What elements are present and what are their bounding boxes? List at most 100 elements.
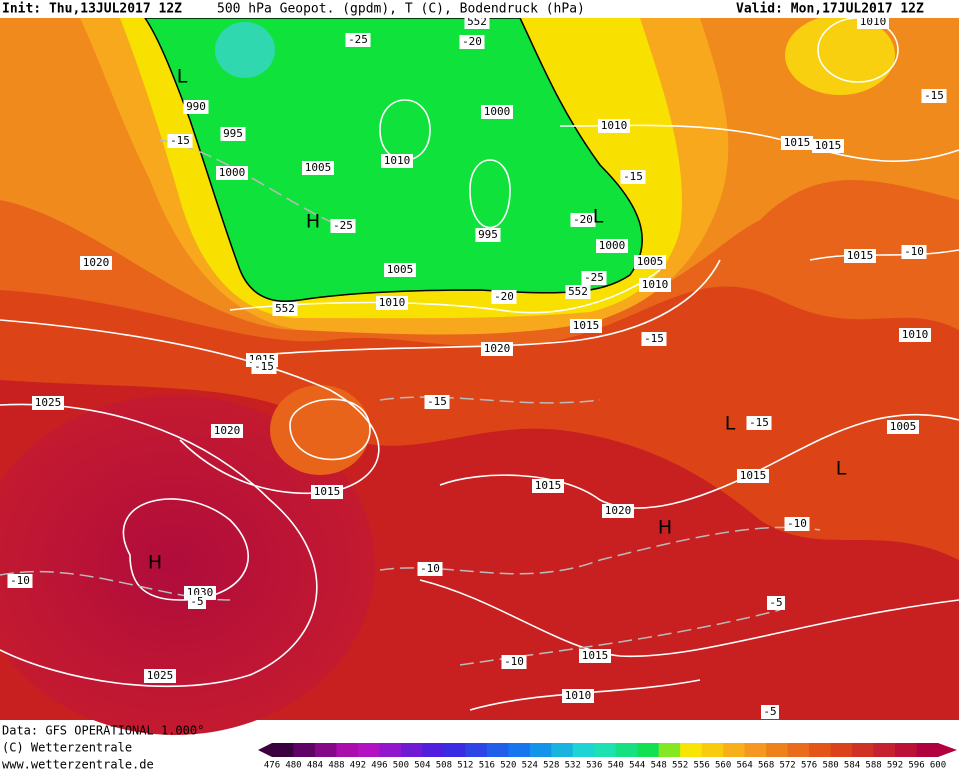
colorbar-label: 504	[414, 761, 430, 770]
label-box	[887, 420, 919, 434]
label-box	[857, 15, 889, 29]
colorbar-label: 496	[371, 761, 387, 770]
label-box	[899, 328, 931, 342]
label-box	[481, 105, 513, 119]
label-box	[746, 416, 772, 430]
map-label: -5	[190, 595, 203, 608]
map-label: 1015	[582, 649, 609, 662]
label-box	[167, 134, 193, 148]
label-box	[272, 302, 298, 316]
map-label: 552	[275, 302, 295, 315]
map-label: 1010	[384, 154, 411, 167]
label-box	[481, 342, 513, 356]
label-box	[330, 219, 356, 233]
label-box	[532, 479, 564, 493]
colorbar-segment	[637, 743, 660, 757]
map-label: 1020	[83, 256, 110, 269]
colorbar-segment	[723, 743, 746, 757]
colorbar-label: 572	[779, 761, 795, 770]
colorbar-segment	[572, 743, 595, 757]
pressure-center: H	[658, 517, 672, 539]
label-box	[211, 424, 243, 438]
map-label: 1020	[214, 424, 241, 437]
colorbar-segment	[486, 743, 509, 757]
colorbar-label: 560	[715, 761, 731, 770]
colorbar-segment	[379, 743, 402, 757]
colorbar-segment	[615, 743, 638, 757]
map-label: 552	[467, 15, 487, 28]
map-label: -25	[333, 219, 353, 232]
label-box	[781, 136, 813, 150]
map-label: 1025	[35, 396, 62, 409]
label-box	[737, 469, 769, 483]
colorbar-segment	[336, 743, 359, 757]
map-label: -10	[504, 655, 524, 668]
colorbar-label: 584	[844, 761, 860, 770]
map-label: 1005	[387, 263, 414, 276]
label-box	[602, 504, 634, 518]
label-box	[784, 517, 810, 531]
colorbar-segment	[508, 743, 531, 757]
label-box	[921, 89, 947, 103]
label-box	[475, 228, 501, 242]
label-box	[80, 256, 112, 270]
colorbar-label: 516	[479, 761, 495, 770]
colorbar-label: 488	[328, 761, 344, 770]
colorbar-segment	[272, 743, 294, 757]
colorbar-label: 484	[307, 761, 323, 770]
colorbar-label: 600	[930, 761, 946, 770]
label-box	[417, 562, 443, 576]
colorbar-label: 544	[629, 761, 645, 770]
colorbar-segment	[551, 743, 574, 757]
map-label: -20	[462, 35, 482, 48]
map-label: 995	[223, 127, 243, 140]
label-box	[641, 332, 667, 346]
colorbar-label: 548	[651, 761, 667, 770]
pressure-center: H	[148, 552, 162, 574]
pressure-center: L	[177, 66, 188, 88]
label-box	[216, 166, 248, 180]
label-box	[581, 271, 607, 285]
url: www.wetterzentrale.de	[2, 758, 154, 770]
label-box	[570, 319, 602, 333]
label-box	[345, 33, 371, 47]
map-label: -5	[769, 596, 782, 609]
colorbar-label: 476	[264, 761, 280, 770]
colorbar-segment	[594, 743, 617, 757]
label-box	[639, 278, 671, 292]
map	[0, 15, 959, 735]
colorbar-right-end	[938, 743, 957, 757]
map-label: 1015	[535, 479, 562, 492]
label-box	[251, 360, 277, 374]
colorbar-segment	[357, 743, 380, 757]
colorbar-segment	[400, 743, 423, 757]
label-box	[501, 655, 527, 669]
colorbar-segment	[873, 743, 896, 757]
map-label: 1015	[784, 136, 811, 149]
label-box	[767, 596, 785, 610]
map-label: 990	[186, 100, 206, 113]
colorbar-segment	[916, 743, 939, 757]
label-box	[634, 255, 666, 269]
map-label: -15	[170, 134, 190, 147]
colorbar-label: 588	[865, 761, 881, 770]
colorbar: 476 480 484 488 492 496 500 504 508 512 516 520 524 5…	[258, 743, 957, 770]
label-box	[188, 595, 206, 609]
label-box	[620, 170, 646, 184]
colorbar-segment	[895, 743, 918, 757]
map-label: 1020	[605, 504, 632, 517]
header-bar	[0, 0, 959, 18]
map-title: 500 hPa Geopot. (gpdm), T (C), Bodendruc…	[217, 2, 585, 17]
map-label: -10	[420, 562, 440, 575]
map-label: 1015	[573, 319, 600, 332]
label-box	[579, 649, 611, 663]
colorbar-label: 532	[565, 761, 581, 770]
colorbar-label: 596	[908, 761, 924, 770]
colorbar-label: 576	[801, 761, 817, 770]
map-label: 1015	[740, 469, 767, 482]
label-box	[384, 263, 416, 277]
label-box	[598, 119, 630, 133]
map-label: -15	[623, 170, 643, 183]
